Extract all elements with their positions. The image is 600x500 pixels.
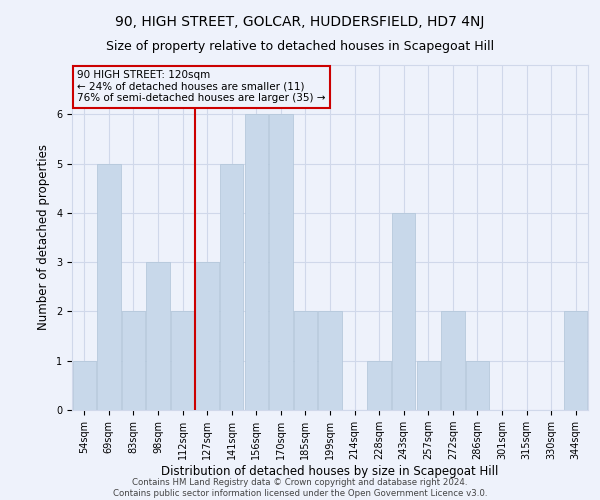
- Bar: [97, 164, 121, 410]
- Bar: [196, 262, 219, 410]
- Bar: [171, 312, 194, 410]
- Bar: [441, 312, 464, 410]
- X-axis label: Distribution of detached houses by size in Scapegoat Hill: Distribution of detached houses by size …: [161, 465, 499, 478]
- Text: Contains HM Land Registry data © Crown copyright and database right 2024.
Contai: Contains HM Land Registry data © Crown c…: [113, 478, 487, 498]
- Bar: [146, 262, 170, 410]
- Bar: [416, 360, 440, 410]
- Bar: [466, 360, 489, 410]
- Bar: [245, 114, 268, 410]
- Bar: [220, 164, 244, 410]
- Bar: [122, 312, 145, 410]
- Bar: [564, 312, 587, 410]
- Bar: [367, 360, 391, 410]
- Bar: [294, 312, 317, 410]
- Text: 90 HIGH STREET: 120sqm
← 24% of detached houses are smaller (11)
76% of semi-det: 90 HIGH STREET: 120sqm ← 24% of detached…: [77, 70, 326, 103]
- Text: Size of property relative to detached houses in Scapegoat Hill: Size of property relative to detached ho…: [106, 40, 494, 53]
- Bar: [319, 312, 341, 410]
- Bar: [392, 213, 415, 410]
- Bar: [269, 114, 293, 410]
- Y-axis label: Number of detached properties: Number of detached properties: [37, 144, 50, 330]
- Bar: [73, 360, 96, 410]
- Text: 90, HIGH STREET, GOLCAR, HUDDERSFIELD, HD7 4NJ: 90, HIGH STREET, GOLCAR, HUDDERSFIELD, H…: [115, 15, 485, 29]
